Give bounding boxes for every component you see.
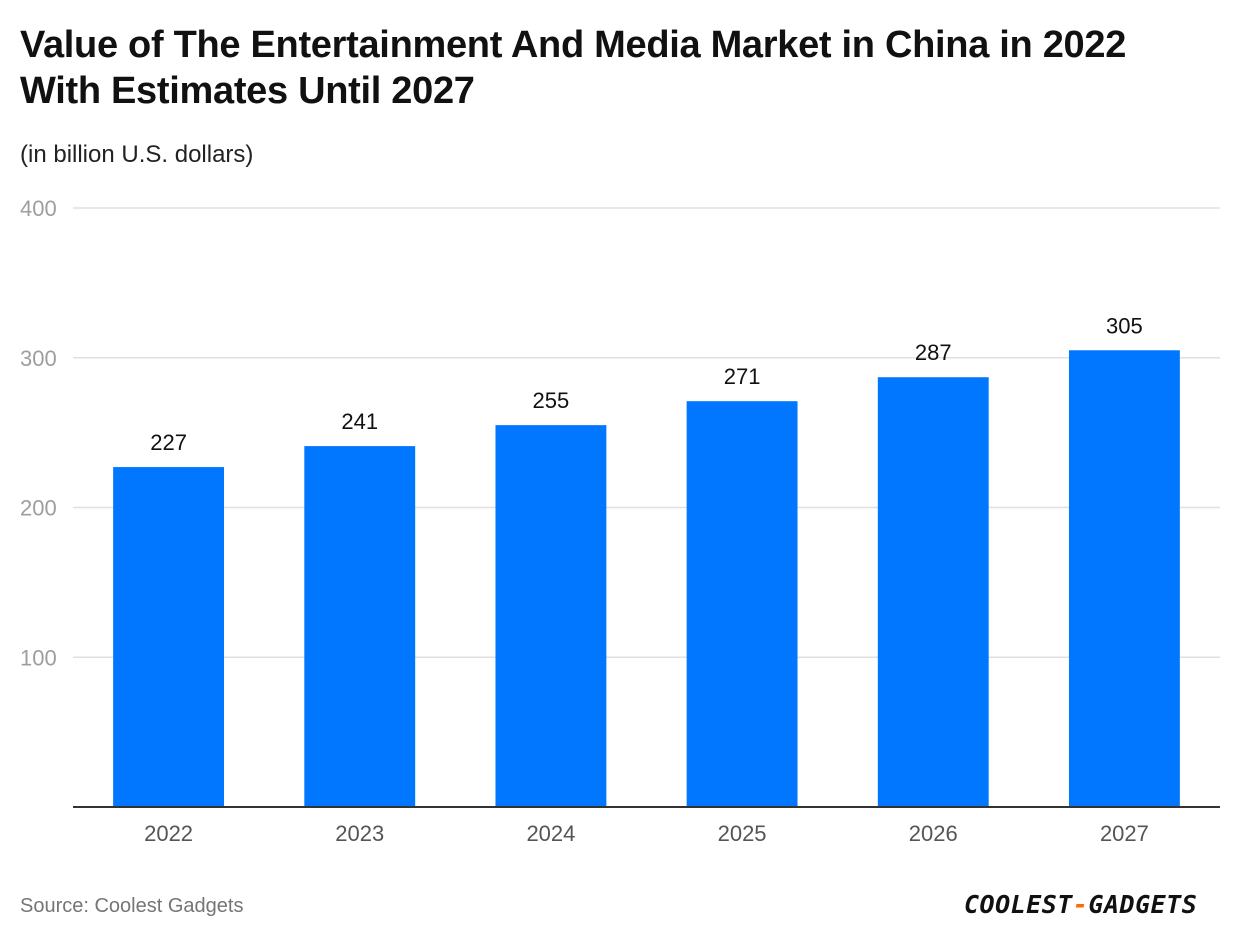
bar — [113, 467, 225, 807]
bar — [304, 446, 416, 807]
data-label: 227 — [150, 430, 187, 455]
brand-logo-part1: COOLEST — [964, 890, 1073, 919]
x-tick-label: 2027 — [1100, 821, 1149, 846]
bar — [877, 377, 989, 807]
x-tick-label: 2024 — [526, 821, 575, 846]
bar — [1068, 350, 1180, 807]
source-note: Source: Coolest Gadgets — [20, 895, 244, 917]
bar — [686, 401, 798, 807]
y-tick-label: 400 — [20, 196, 57, 221]
brand-logo-part2: GADGETS — [1088, 890, 1198, 919]
bar-chart: 100 200 300 400 227 2022 241 2023 255 2024 271 2025… — [20, 196, 1220, 846]
brand-logo: COOLEST-GADGETS — [964, 890, 1197, 919]
x-tick-label: 2023 — [335, 821, 384, 846]
data-label: 255 — [533, 388, 570, 413]
data-label: 271 — [724, 364, 761, 389]
data-label: 241 — [341, 409, 378, 434]
data-label: 287 — [915, 340, 952, 365]
x-tick-label: 2022 — [144, 821, 193, 846]
chart-subtitle: (in billion U.S. dollars) — [20, 141, 254, 168]
x-tick-label: 2026 — [909, 821, 958, 846]
chart-title: Value of The Entertainment And Media Mar… — [20, 24, 1127, 112]
y-tick-label: 100 — [20, 645, 57, 670]
y-tick-label: 200 — [20, 496, 57, 521]
data-label: 305 — [1106, 313, 1143, 338]
brand-logo-separator: - — [1072, 890, 1089, 919]
y-tick-label: 300 — [20, 346, 57, 371]
bar — [495, 425, 607, 807]
x-tick-label: 2025 — [718, 821, 767, 846]
